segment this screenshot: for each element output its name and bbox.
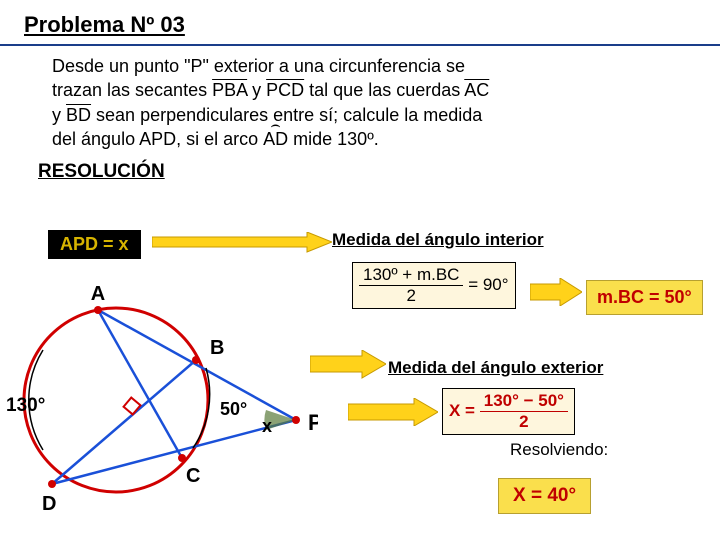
segment-pcd: PCD <box>266 80 304 100</box>
geometry-diagram: A B C D P 50° x <box>8 260 318 530</box>
arrow-p-to-eq <box>348 398 438 426</box>
secant-pba <box>98 310 296 420</box>
label-a: A <box>91 283 105 305</box>
final-answer: X = 40° <box>498 478 591 514</box>
segment-bd: BD <box>66 105 91 125</box>
eq-den: 2 <box>480 412 568 432</box>
text: mide 130º. <box>288 129 379 149</box>
resolviendo-label: Resolviendo: <box>510 440 608 460</box>
mbc-result: m.BC = 50° <box>586 280 703 315</box>
eq-num: 130° − 50° <box>480 391 568 412</box>
fraction: 130º + m.BC 2 <box>359 265 463 306</box>
eq-lhs: X = <box>449 401 475 420</box>
text: Desde un punto "P" exterior a una circun… <box>52 56 465 76</box>
eq-num: 130º + m.BC <box>363 265 459 284</box>
point-a <box>94 306 102 314</box>
segment-pba: PBA <box>212 80 247 100</box>
circle <box>24 308 208 492</box>
text: tal que las cuerdas <box>304 80 464 100</box>
point-d <box>48 480 56 488</box>
arrow-to-exterior <box>310 350 386 380</box>
point-c <box>178 454 186 462</box>
page-title: Problema Nº 03 <box>0 0 720 44</box>
problem-statement: Desde un punto "P" exterior a una circun… <box>0 46 720 151</box>
text: y <box>52 105 66 125</box>
interior-equation: 130º + m.BC 2 = 90° <box>352 262 516 309</box>
label-50: 50° <box>220 399 247 419</box>
arrow-to-interior <box>152 232 332 262</box>
text: y <box>247 80 266 100</box>
eq-den: 2 <box>359 286 463 306</box>
right-angle-marker <box>124 398 141 415</box>
arc-130-label: 130° <box>6 395 45 417</box>
text: del ángulo APD, si el arco <box>52 129 263 149</box>
interior-angle-title: Medida del ángulo interior <box>332 230 544 250</box>
segment-ac: AC <box>464 80 489 100</box>
apd-definition: APD = x <box>48 230 141 259</box>
label-c: C <box>186 465 200 487</box>
text: sean perpendiculares entre sí; calcule l… <box>91 105 482 125</box>
label-x: x <box>262 416 272 436</box>
label-b: B <box>210 337 224 359</box>
eq-rhs: = 90° <box>468 275 508 294</box>
point-p <box>292 416 300 424</box>
fraction: 130° − 50° 2 <box>480 391 568 432</box>
resolution-heading: RESOLUCIÓN <box>0 151 720 183</box>
text: trazan las secantes <box>52 80 212 100</box>
point-b <box>192 356 200 364</box>
label-p: P <box>308 410 318 435</box>
arc-ad: AD <box>263 127 288 151</box>
arrow-to-mbc <box>530 278 582 306</box>
exterior-angle-title: Medida del ángulo exterior <box>388 358 603 378</box>
exterior-equation: X = 130° − 50° 2 <box>442 388 575 435</box>
label-d: D <box>42 493 56 515</box>
